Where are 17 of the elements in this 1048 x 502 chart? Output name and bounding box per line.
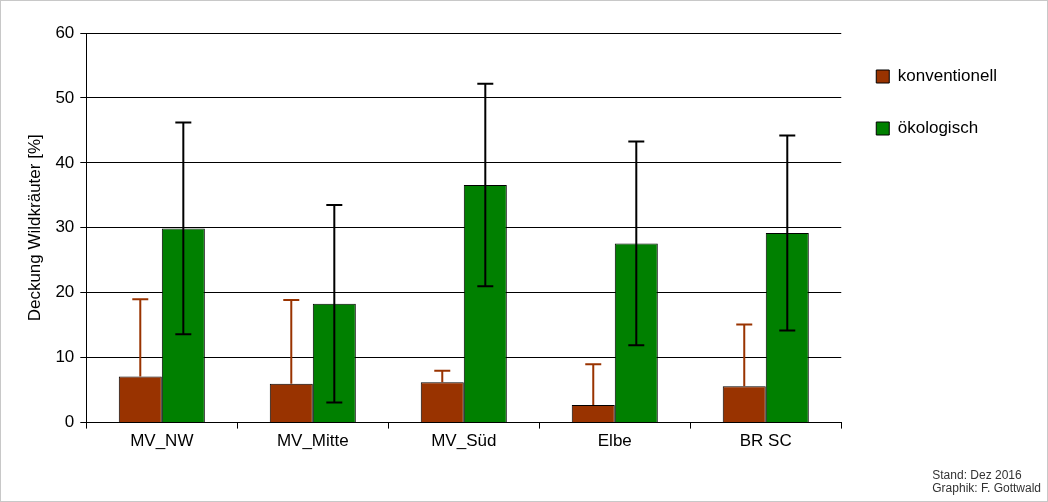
y-tick-label: 20 <box>55 282 75 302</box>
y-tick-label: 0 <box>64 412 75 432</box>
legend-label: konventionell <box>897 66 998 86</box>
y-tick-label: 50 <box>55 87 75 107</box>
y-tick-label: 40 <box>55 152 75 172</box>
x-tick-label: MV_Mitte <box>276 431 349 451</box>
y-tick-label: 30 <box>55 217 75 237</box>
x-tick-label: MV_NW <box>130 431 194 451</box>
text: Stand: Dez 2016 <box>932 468 1023 482</box>
x-tick-label: BR SC <box>739 431 792 451</box>
y-tick-label: 10 <box>55 347 75 367</box>
y-tick-label: 60 <box>55 22 75 42</box>
x-tick-label: Elbe <box>597 431 632 451</box>
x-tick-label: MV_Süd <box>431 431 497 451</box>
text: Graphik: F. Gottwald <box>932 481 1041 495</box>
y-axis-title: Deckung Wildkräuter [%] <box>24 134 44 322</box>
legend-label: ökologisch <box>897 118 979 138</box>
